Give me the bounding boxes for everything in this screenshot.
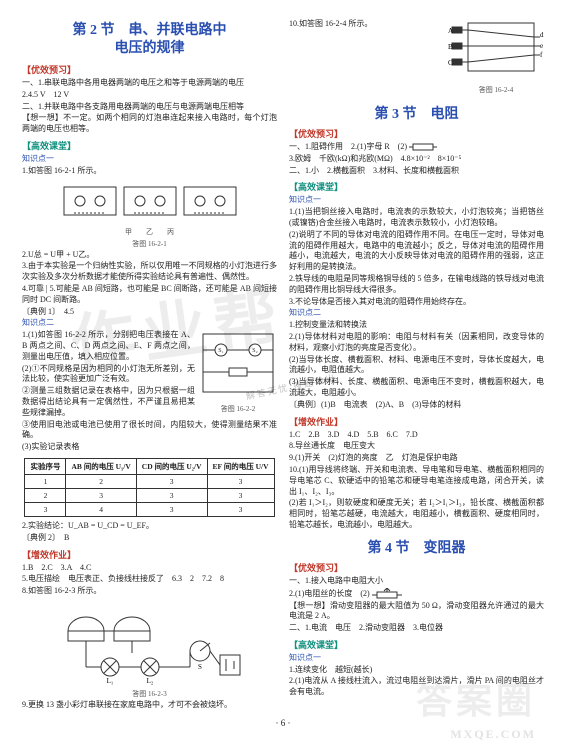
ex2: 〔典例 2〕 B [22, 533, 277, 544]
figure-16-2-1 [22, 181, 277, 225]
resistor-symbol-icon [409, 143, 437, 151]
svg-text:S₁: S₁ [218, 348, 223, 354]
pre-3: 二、1.并联电路中各支路用电器两端的电压与电源两端电压相等 [22, 102, 277, 113]
r-pre1-text: 一、1.阻碍作用 2.(1)字母 R (2) [289, 142, 407, 151]
q4-5: 4.可靠 | 5.可能是 AB 间短路，也可能是 BC 间断路，还可能是 AB … [22, 284, 277, 306]
class-tag-r: 【高效课堂】 [289, 180, 544, 193]
kz1: 知识点一 [22, 154, 277, 165]
figure-16-2-2: S₁ S₂ 答图 16-2-2 [199, 330, 277, 414]
class-tag-4: 【高效课堂】 [289, 638, 544, 651]
s4-pre3: 【想一想】滑动变阻器的最大阻值为 50 Ω，滑动变阻器允许通过的最大电流是 2 … [289, 601, 544, 623]
r-kz1: 知识点一 [289, 195, 544, 206]
rheostat-symbol-icon [372, 588, 402, 600]
r-hw10: 10.(1)用导线将终端、开关和电流表、导电笔和导电笔、横截面积相同的导电笔芯 … [289, 465, 544, 497]
r-k2-1: 1.控制变量法和转换法 [289, 320, 544, 331]
k2-4: ③使用旧电池或电池已使用了很长时间，内阻较大，使得测量结果不准确。 [22, 420, 277, 442]
th-3: EF 间的电压 U/V [207, 458, 274, 474]
r-k2-2: 2.(1)导体材料对电阻的影响：电阻与材料有关（因素相同，改变导体的材料，观察小… [289, 332, 544, 354]
r-hw2: 8.导丝通长度 电压变大 [289, 441, 544, 452]
preview-tag-r: 【优效预习】 [289, 127, 544, 140]
r-k1-2: (2)说明了不同的导体对电流的阻碍作用不同。在电压一定时，导体对电流的阻碍作用越… [289, 230, 544, 273]
hw9: 9.更换 13 盏小彩灯串联接在家庭电路中，才可不会被烧坏。 [22, 700, 277, 711]
pre-2: 2.4.5 V 12 V [22, 90, 277, 101]
watermark-url: MXQE.COM [450, 727, 536, 742]
r-k1-4: 3.不论导体是否接入其对电流的阻碍作用始终存在。 [289, 297, 544, 308]
pre-4: 【想一想】不一定。如两个相同的灯泡串连起来接入电路时，每个灯泡两端的电压也相等。 [22, 113, 277, 135]
page-number: · 6 · [22, 718, 544, 728]
svg-text:S₂: S₂ [252, 348, 257, 354]
figure-16-2-4: A B C d e f 答图 16-2-4 [448, 19, 544, 95]
r-pre1: 一、1.阻碍作用 2.(1)字母 R (2) [289, 142, 544, 153]
s4-k1-1: 1.连续变化 越短(越长) [289, 665, 544, 676]
hw2: 5.电压描绘 电压表正、负接线柱接反了 6.3 2 7.2 8 [22, 574, 277, 585]
k2-conc: 2.实验结论：U_AB = U_CD = U_EF。 [22, 521, 277, 532]
class-tag: 【高效课堂】 [22, 139, 277, 152]
fig1-caption: 甲 乙 丙 [22, 227, 277, 237]
table-row: 2 3 3 3 [25, 488, 274, 502]
section-4-title: 第 4 节 变阻器 [289, 537, 544, 557]
svg-text:L₂: L₂ [146, 677, 153, 685]
title-line-2: 电压的规律 [22, 40, 277, 58]
kz2: 知识点二 [22, 318, 277, 329]
fig1-label: 答图 16-2-1 [22, 239, 277, 249]
s4-pre1: 一、1.接入电路中电阻大小 [289, 576, 544, 587]
lbl-f: f [540, 51, 543, 59]
title-line-1: 第 2 节 串、并联电路中 [22, 22, 277, 40]
lbl-B: B [448, 43, 453, 51]
th-2: CD 间的电压 U₂/V [136, 458, 207, 474]
pre-1: 一、1.串联电路中各用电器两端的电压之和等于电源两端的电压 [22, 78, 277, 89]
r-hw3: 9.(1)开关 (2)灯泡的亮度 乙 灯泡是保护电路 [289, 453, 544, 464]
r-k2-3: (2)当导体长度、横截面积、材料、电源电压不变时，导体长度越大，电流越小，电阻值… [289, 355, 544, 377]
th-1: AB 间的电压 U₁/V [66, 458, 136, 474]
table-row: 3 4 3 3 [25, 502, 274, 516]
fig2-label: 答图 16-2-2 [199, 404, 277, 414]
lbl-C: C [448, 59, 453, 67]
hw-tag-r: 【增效作业】 [289, 415, 544, 428]
s4-pre2-text: 2.(1)电阻丝的长度 (2) [289, 588, 370, 597]
r-pre3: 二、1.小 2.横截面积 3.材料、长度和横截面积 [289, 166, 544, 177]
k2-5: (3)实验记录表格 [22, 442, 277, 453]
q2: 2.U总 = U甲 + U乙。 [22, 250, 277, 261]
table-row: 1 2 3 3 [25, 474, 274, 488]
section-2-title: 第 2 节 串、并联电路中 电压的规律 [22, 22, 277, 57]
th-0: 实验序号 [25, 458, 66, 474]
lbl-A: A [448, 27, 453, 35]
hw3: 8.如答图 16-2-3 所示。 [22, 586, 277, 597]
q3: 3.由于本实验是一个归纳性实验，所以仅用唯一不同规格的小灯泡进行多次实验及多次分… [22, 261, 277, 283]
lbl-d: d [540, 31, 544, 39]
figure-16-2-3: L₁ L₂ S [22, 601, 277, 687]
svg-text:S: S [198, 663, 202, 671]
r-ex: 〔典例〕(1)B 电流表 (2)A、B (3)导体的材料 [289, 400, 544, 411]
fig4-label: 答图 16-2-4 [448, 85, 544, 95]
fig3-label: 答图 16-2-3 [22, 689, 277, 699]
section-3-title: 第 3 节 电阻 [289, 103, 544, 123]
r-k1-3: 2.铁导线的电阻是同等规格铜导线的 5 倍多，在输电线路的铁导线对电流的阻碍作用… [289, 274, 544, 296]
r-pre2: 3.欧姆 千欧(kΩ)和兆欧(MΩ) 4.8×10⁻² 8×10⁻⁵ [289, 154, 544, 165]
lbl-e: e [540, 42, 543, 50]
ex1: 〔典例 1〕 4.5 [22, 307, 277, 318]
preview-tag: 【优效预习】 [22, 63, 277, 76]
hw1: 1.B 2.C 3.A 4.C [22, 563, 277, 574]
q1: 1.如答图 16-2-1 所示。 [22, 166, 277, 177]
preview-tag-4: 【优效预习】 [289, 561, 544, 574]
hw-tag: 【增效作业】 [22, 548, 277, 561]
s4-pre2: 2.(1)电阻丝的长度 (2) [289, 588, 544, 600]
s4-kz1: 知识点一 [289, 653, 544, 664]
s4-pre4: 二、1.电流 电压 2.滑动变阻器 3.电位器 [289, 623, 544, 634]
r-k2-4: (3)当导体材料、长度、横截面积、电源电压不变时，横截面积越大，电流越大，电阻越… [289, 377, 544, 399]
svg-text:L₁: L₁ [106, 677, 113, 685]
r-k1-1: 1.(1)当把铜丝接入电路时，电流表的示数较大，小灯泡较亮；当把铬丝(或镍铬)合… [289, 207, 544, 229]
data-table: 实验序号 AB 间的电压 U₁/V CD 间的电压 U₂/V EF 间的电压 U… [24, 458, 274, 517]
r-kz2: 知识点二 [289, 308, 544, 319]
r-hw1: 1.C 2.B 3.D 4.D 5.B 6.C 7.D [289, 430, 544, 441]
s4-k1-2: 2.(1)电流从 A 接线柱流入，流过电阻丝到达滑片，滑片 PA 间的电阻丝才会… [289, 676, 544, 698]
r-hw10b: (2)若 I₁＞I₂，则软硬度和硬度无关；若 I₂＞I₁＞I₃，铅长度、横截面积… [289, 498, 544, 530]
